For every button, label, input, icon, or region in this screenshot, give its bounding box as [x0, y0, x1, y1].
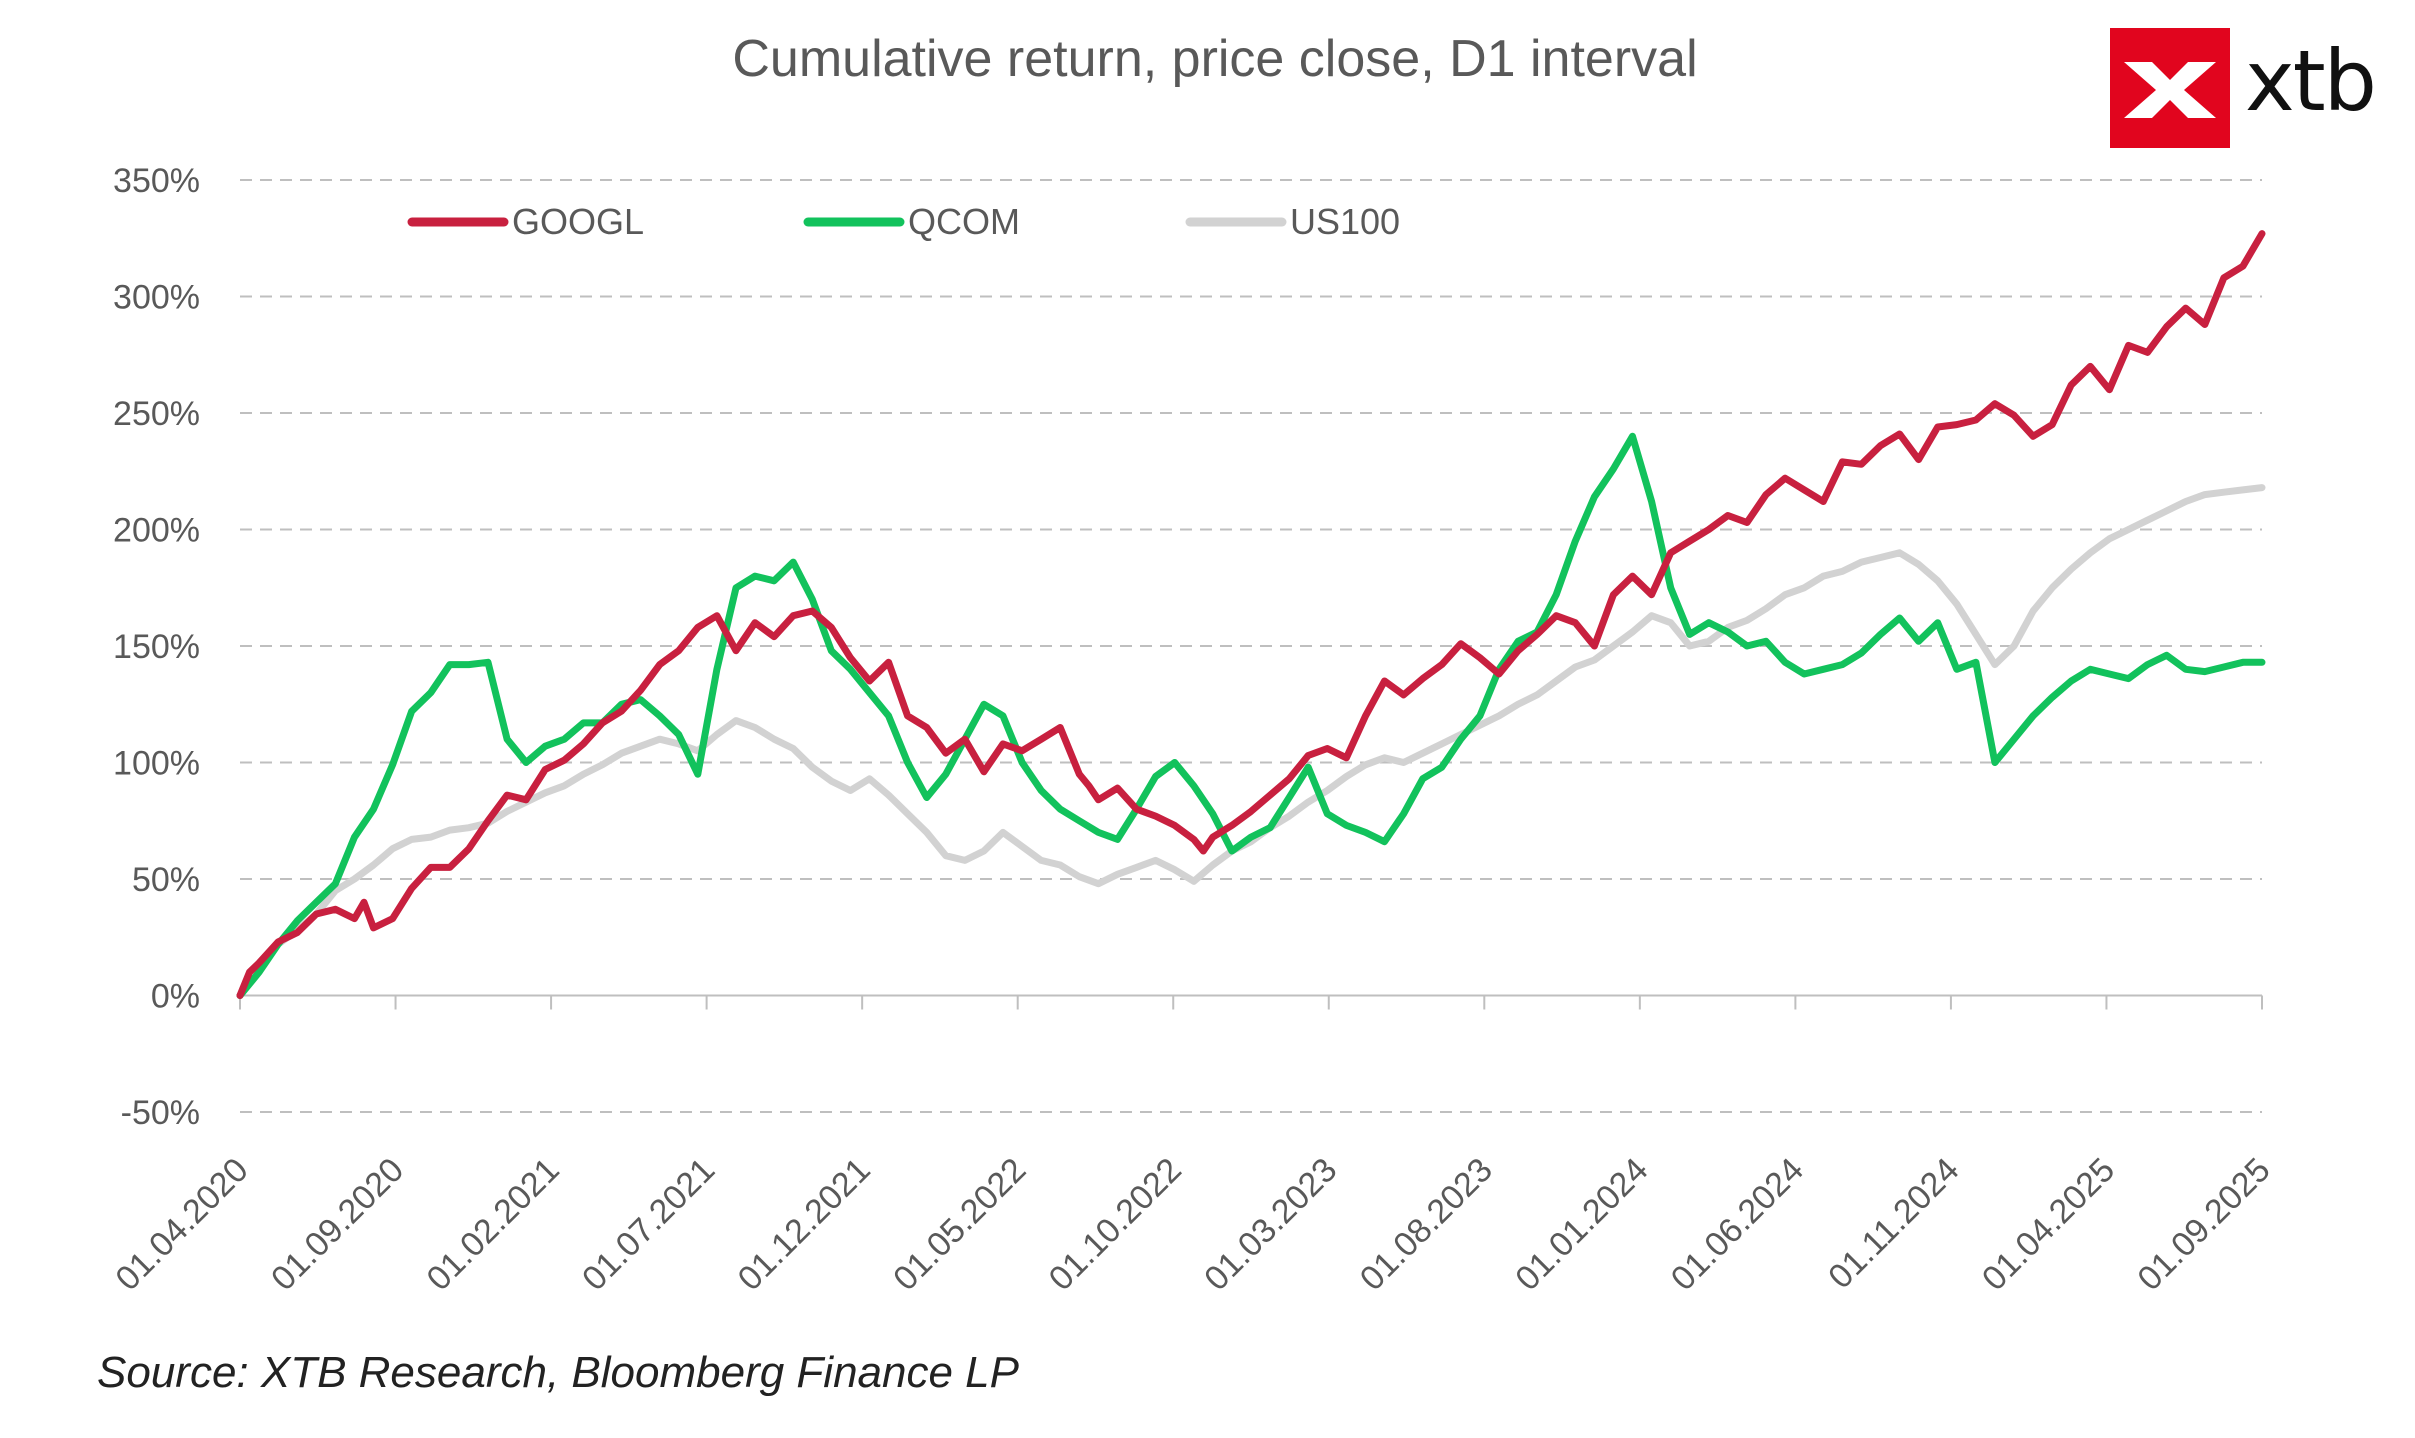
x-tick-label: 01.11.2024 [1821, 1151, 1966, 1296]
legend: GOOGL QCOM US100 [407, 201, 1400, 242]
chart-title: Cumulative return, price close, D1 inter… [732, 30, 1697, 88]
y-tick-label: -50% [121, 1094, 200, 1132]
legend-label-qcom: QCOM [908, 201, 1020, 242]
x-tick-label: 01.07.2021 [575, 1151, 722, 1298]
x-tick-label: 01.03.2023 [1197, 1151, 1344, 1298]
x-tick-label: 01.04.2025 [1975, 1151, 2122, 1298]
x-tick-label: 01.08.2023 [1353, 1151, 1500, 1298]
y-tick-label: 100% [113, 745, 200, 783]
x-tick-label: 01.10.2022 [1042, 1151, 1189, 1298]
xtb-logo: xtb [2110, 28, 2390, 148]
xtb-logo-icon [2110, 28, 2230, 148]
y-tick-label: 350% [113, 162, 200, 200]
x-tick-label: 01.02.2021 [420, 1151, 567, 1298]
axes: -50% 0% 50% 100% 150% 200% 250% 300% 350% 01.04.2… [108, 162, 2277, 1298]
legend-label-us100: US100 [1290, 201, 1400, 242]
x-tick-label: 01.09.2020 [264, 1151, 411, 1298]
source-note: Source: XTB Research, Bloomberg Finance … [97, 1348, 1020, 1397]
xtb-logo-text: xtb [2245, 32, 2377, 130]
y-tick-label: 300% [113, 279, 200, 317]
series-line-us100 [236, 484, 2266, 999]
y-tick-label: 0% [151, 978, 200, 1016]
y-tick-label: 150% [113, 628, 200, 666]
y-tick-label: 250% [113, 395, 200, 433]
series-line-googl [236, 230, 2266, 999]
x-tick-label: 01.01.2024 [1508, 1151, 1655, 1298]
x-tick-label: 01.12.2021 [731, 1151, 878, 1298]
series-line-qcom [236, 432, 2266, 999]
y-tick-label: 50% [132, 861, 200, 899]
y-tick-label: 200% [113, 512, 200, 550]
x-tick-label: 01.06.2024 [1664, 1151, 1811, 1298]
x-tick-label: 01.09.2025 [2130, 1151, 2277, 1298]
x-tick-label: 01.05.2022 [886, 1151, 1033, 1298]
x-tick-label: 01.04.2020 [108, 1151, 255, 1298]
gridlines [240, 179, 2262, 1113]
series-lines [236, 230, 2266, 999]
legend-label-googl: GOOGL [512, 201, 644, 242]
